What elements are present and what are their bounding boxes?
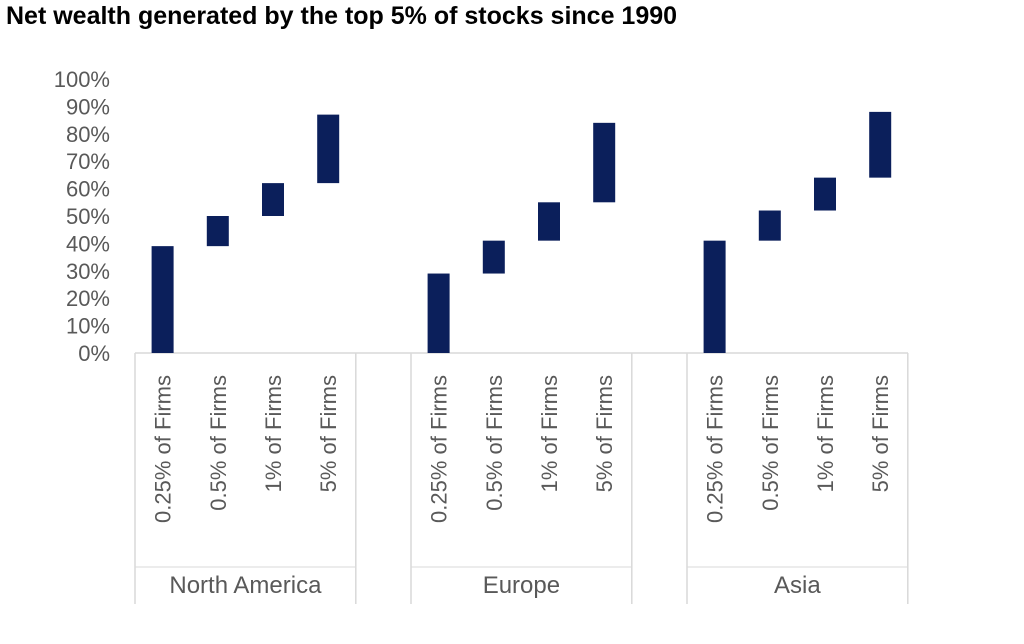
y-tick-label: 30%	[66, 259, 110, 284]
x-group-label: North America	[169, 572, 322, 599]
bar[interactable]	[482, 240, 505, 274]
x-group-label: Europe	[483, 572, 560, 599]
bar[interactable]	[593, 122, 616, 203]
bar[interactable]	[317, 114, 340, 184]
y-tick-label: 100%	[54, 67, 110, 92]
y-tick-label: 70%	[66, 149, 110, 174]
bar[interactable]	[758, 210, 781, 241]
x-category-label: 1% of Firms	[813, 375, 838, 492]
x-category-label: 5% of Firms	[868, 375, 893, 492]
y-tick-label: 20%	[66, 286, 110, 311]
bar[interactable]	[151, 246, 174, 353]
y-tick-label: 0%	[78, 341, 110, 366]
y-tick-label: 80%	[66, 122, 110, 147]
x-category-label: 0.5% of Firms	[758, 375, 783, 511]
x-category-label: 0.25% of Firms	[427, 375, 452, 523]
x-category-label: 0.5% of Firms	[482, 375, 507, 511]
x-group-label: Asia	[774, 572, 821, 599]
x-category-label: 0.25% of Firms	[703, 375, 728, 523]
x-category-label: 0.25% of Firms	[151, 375, 176, 523]
bar[interactable]	[869, 111, 892, 178]
x-category-label: 5% of Firms	[316, 375, 341, 492]
bar[interactable]	[703, 240, 726, 353]
x-category-label: 5% of Firms	[592, 375, 617, 492]
bar[interactable]	[814, 177, 836, 211]
y-tick-label: 90%	[66, 94, 110, 119]
chart-title: Net wealth generated by the top 5% of st…	[6, 2, 678, 30]
x-category-label: 1% of Firms	[537, 375, 562, 492]
y-tick-label: 50%	[66, 204, 110, 229]
y-tick-label: 60%	[66, 177, 110, 202]
bar[interactable]	[427, 273, 450, 353]
bar[interactable]	[262, 183, 284, 216]
bar[interactable]	[538, 202, 560, 241]
bar[interactable]	[206, 216, 229, 247]
y-tick-label: 10%	[66, 314, 110, 339]
x-category-label: 0.5% of Firms	[206, 375, 231, 511]
x-category-label: 1% of Firms	[261, 375, 286, 492]
y-tick-label: 40%	[66, 231, 110, 256]
